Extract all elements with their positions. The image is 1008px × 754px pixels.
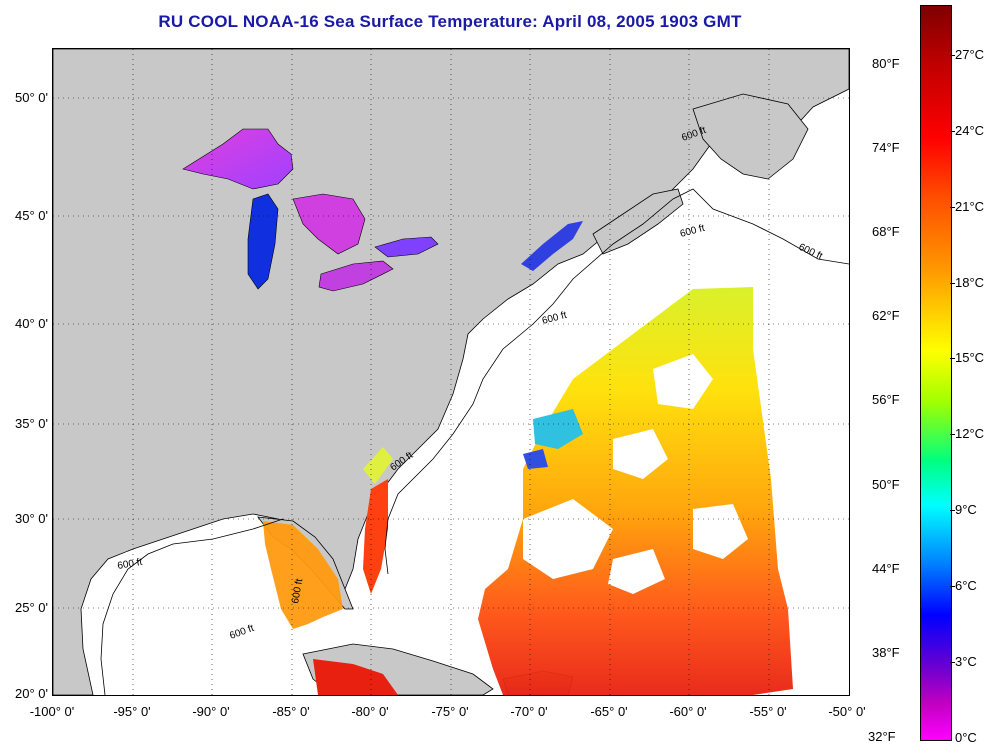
land-nova-scotia — [592, 188, 684, 255]
colorbar-c-label: 18°C — [955, 275, 985, 290]
sst-se-coast — [363, 479, 388, 594]
lake-superior — [182, 128, 294, 190]
lat-label: 25° 0' — [15, 600, 48, 615]
sst-map[interactable]: 600 ft 600 ft 600 ft 600 ft 600 ft 600 f… — [52, 48, 850, 696]
sst-gulf-of-maine — [521, 221, 583, 271]
colorbar-tick — [950, 434, 955, 435]
lon-label: -60° 0' — [669, 704, 707, 719]
lake-ontario — [374, 236, 439, 258]
colorbar-f-label: 74°F — [872, 140, 900, 155]
colorbar — [920, 5, 952, 741]
land-newfoundland — [692, 93, 809, 180]
lon-label: -50° 0' — [828, 704, 866, 719]
contour-label: 600 ft — [290, 578, 305, 605]
colorbar-tick — [950, 207, 955, 208]
contour-label: 600 ft — [679, 223, 706, 240]
colorbar-f-label: 32°F — [868, 729, 896, 744]
lon-label: -55° 0' — [749, 704, 787, 719]
lon-label: -75° 0' — [431, 704, 469, 719]
cloud-gap — [653, 354, 713, 409]
colorbar-f-label: 62°F — [872, 308, 900, 323]
colorbar-f-label: 44°F — [872, 561, 900, 576]
colorbar-c-label: 9°C — [955, 502, 977, 517]
lon-label: -70° 0' — [510, 704, 548, 719]
colorbar-c-label: 27°C — [955, 47, 985, 62]
lat-label: 50° 0' — [15, 90, 48, 105]
colorbar-c-label: 6°C — [955, 578, 977, 593]
colorbar-f-label: 80°F — [872, 56, 900, 71]
colorbar-tick — [950, 358, 955, 359]
isobath-600ft — [100, 188, 849, 695]
cloud-gap — [613, 429, 668, 479]
lat-label: 35° 0' — [15, 416, 48, 431]
colorbar-tick — [950, 586, 955, 587]
lon-label: -95° 0' — [113, 704, 151, 719]
sst-cool-patch — [533, 409, 583, 449]
sst-cool-patch — [523, 449, 548, 469]
lon-label: -90° 0' — [192, 704, 230, 719]
colorbar-c-label: 12°C — [955, 426, 985, 441]
lat-label: 45° 0' — [15, 208, 48, 223]
colorbar-c-label: 0°C — [955, 730, 977, 745]
colorbar-tick — [950, 510, 955, 511]
lon-label: -65° 0' — [590, 704, 628, 719]
colorbar-f-label: 50°F — [872, 477, 900, 492]
sst-gulf-swath — [263, 521, 343, 629]
sst-caribbean — [313, 659, 398, 695]
contour-label: 600 ft — [117, 557, 144, 572]
lat-label: 40° 0' — [15, 316, 48, 331]
lake-erie — [318, 260, 394, 292]
cloud-gap — [693, 504, 748, 559]
colorbar-f-label: 38°F — [872, 645, 900, 660]
colorbar-tick — [950, 55, 955, 56]
lon-label: -100° 0' — [29, 704, 75, 719]
colorbar-tick — [950, 131, 955, 132]
lake-huron — [292, 193, 366, 255]
colorbar-c-label: 21°C — [955, 199, 985, 214]
colorbar-c-label: 15°C — [955, 350, 985, 365]
lake-michigan — [247, 193, 279, 290]
contour-label: 600 ft — [228, 623, 255, 642]
lat-label: 30° 0' — [15, 511, 48, 526]
lon-label: -80° 0' — [351, 704, 389, 719]
lon-label: -85° 0' — [272, 704, 310, 719]
contour-label: 600 ft — [797, 242, 825, 263]
colorbar-c-label: 3°C — [955, 654, 977, 669]
map-canvas: 600 ft 600 ft 600 ft 600 ft 600 ft 600 f… — [53, 49, 849, 695]
lat-label: 20° 0' — [15, 686, 48, 701]
cloud-gap — [608, 549, 665, 594]
colorbar-f-label: 56°F — [872, 392, 900, 407]
colorbar-f-label: 68°F — [872, 224, 900, 239]
colorbar-c-label: 24°C — [955, 123, 985, 138]
sst-atlantic-swath — [478, 287, 793, 695]
colorbar-tick — [950, 662, 955, 663]
sst-carolina-coast — [363, 447, 393, 484]
map-title: RU COOL NOAA-16 Sea Surface Temperature:… — [158, 12, 742, 31]
cloud-gap — [523, 499, 613, 579]
colorbar-tick — [950, 283, 955, 284]
